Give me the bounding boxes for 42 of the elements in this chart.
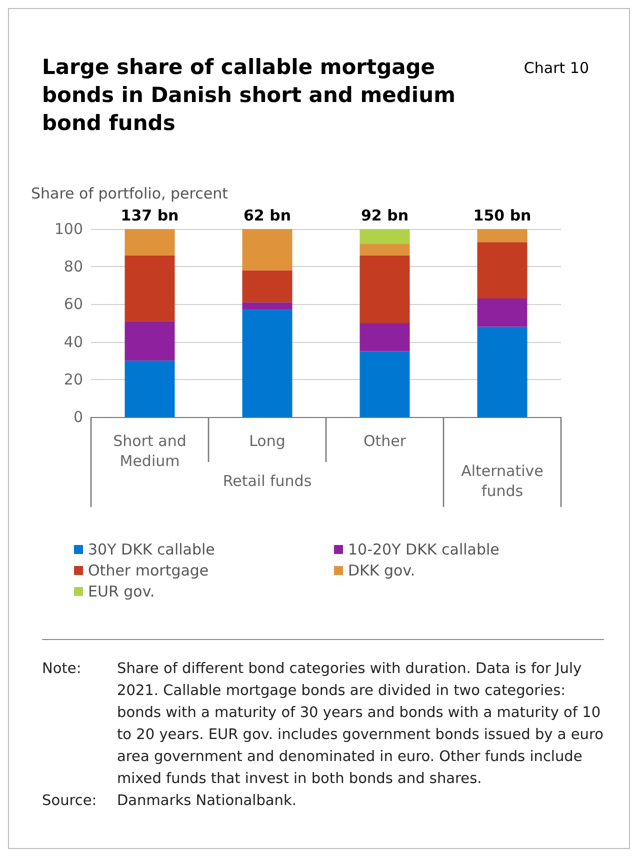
bar <box>360 244 410 256</box>
text: Source: Danmarks Nationalbank. <box>42 793 296 809</box>
bar <box>360 351 410 417</box>
bar <box>242 229 292 270</box>
bar <box>124 229 175 256</box>
caption: Chart 10 <box>524 59 589 77</box>
annotation: 137 bn <box>120 206 179 224</box>
bar <box>124 255 175 322</box>
legend-label: EUR gov. <box>88 582 155 600</box>
bar <box>242 302 292 310</box>
bar <box>360 323 410 352</box>
x-tick-label: Other <box>363 432 407 450</box>
annotation: 150 bn <box>473 206 532 224</box>
y-axis-title: Share of portfolio, percent <box>31 184 228 202</box>
annotation: 62 bn <box>243 206 292 224</box>
text: Note: Share of different bond categories with duration. Data is for July 2021. Callable mortgage bonds are divided in two categories: bonds with a maturity of 30 years and bonds with a maturity of 10 to 20 years. EUR gov. includes government bonds issued by a euro area government and denominated in euro. Other funds include mixed funds that invest in both bonds and shares. <box>42 661 604 787</box>
x-tick-label: Long <box>249 432 286 450</box>
text: Retail funds <box>222 472 312 490</box>
bar <box>360 255 410 323</box>
y-tick-label: 60 <box>64 295 83 314</box>
bar <box>477 298 528 327</box>
y-tick-label: 100 <box>54 220 83 238</box>
bar <box>124 360 175 417</box>
bar <box>124 321 175 361</box>
legend-label: Other mortgage <box>88 562 209 580</box>
bar <box>242 270 292 302</box>
bar <box>360 229 410 244</box>
y-tick-label: 0 <box>73 408 83 426</box>
bar <box>477 326 528 417</box>
bar <box>242 310 292 417</box>
text: Alternative funds <box>461 462 544 500</box>
bar <box>477 229 528 242</box>
x-tick-label: Short and Medium <box>113 432 186 470</box>
legend-label: DKK gov. <box>348 562 416 580</box>
y-tick-label: 80 <box>64 258 83 276</box>
legend-label: 30Y DKK callable <box>88 540 215 558</box>
y-tick-label: 20 <box>64 370 83 388</box>
legend-label: 10-20Y DKK callable <box>348 540 500 558</box>
y-tick-label: 40 <box>64 332 83 351</box>
annotation: 92 bn <box>360 206 409 224</box>
chart-title: Large share of callable mortgage bonds in Danish short and medium bond funds <box>42 54 456 137</box>
bar <box>477 242 528 299</box>
